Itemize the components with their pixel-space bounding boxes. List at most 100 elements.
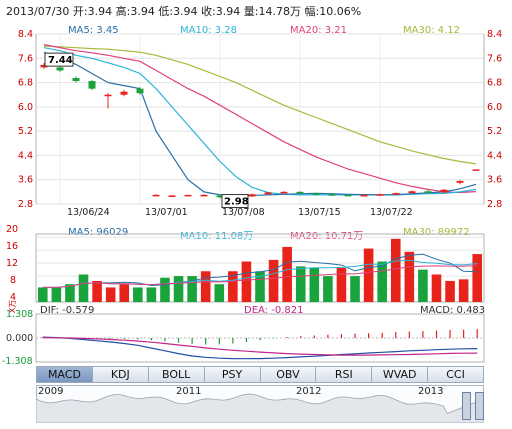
volume-bar: [133, 287, 143, 302]
tab-macd[interactable]: MACD: [37, 367, 93, 382]
macd-dif-line: [42, 336, 478, 360]
price-ma5-legend: MA5: 3.45: [68, 25, 119, 36]
tab-obv[interactable]: OBV: [260, 367, 317, 382]
close-value: 3.94: [215, 5, 241, 18]
volume-bar: [38, 287, 48, 302]
navigator-sparkline: [36, 393, 484, 423]
price-ma10-line: [43, 47, 477, 196]
tab-wvad[interactable]: WVAD: [372, 367, 429, 382]
volume-bar: [309, 268, 320, 302]
vol-ma5-legend: MA5: 96029: [68, 227, 129, 238]
vol-ma30-legend: MA30: 89972: [403, 227, 470, 238]
macd-dif-legend: DIF: -0.579: [40, 305, 95, 316]
macd-ytick-neg: -1.308: [2, 356, 33, 367]
candle-body: [136, 88, 144, 94]
price-ytick-left: 5.2: [18, 126, 33, 137]
year-2012: 2012: [296, 386, 322, 397]
xtick-0715: 13/07/15: [298, 207, 341, 218]
price-ytick-right: 6.8: [487, 78, 502, 89]
price-ytick-left: 2.8: [18, 199, 33, 210]
low-label: 低:: [158, 5, 174, 18]
price-ytick-right: 2.8: [487, 199, 502, 210]
candle-body: [376, 194, 384, 196]
xtick-0722: 13/07/22: [370, 207, 413, 218]
range-handle-right[interactable]: [475, 392, 484, 420]
xtick-0708: 13/07/08: [222, 207, 265, 218]
volume-bar: [268, 259, 279, 302]
candle-body: [360, 194, 368, 197]
macd-value-legend: MACD: 0.483: [420, 305, 486, 316]
min-marker-box: [221, 194, 249, 209]
candle-body: [168, 195, 176, 197]
volume-bar: [160, 277, 170, 302]
volume-bar: [363, 248, 374, 302]
close-label: 收:: [201, 5, 216, 18]
max-marker: 7.44: [48, 55, 73, 66]
candle-body: [72, 78, 80, 82]
range-handle-left[interactable]: [462, 392, 471, 420]
candle-body: [184, 194, 192, 197]
tab-rsi[interactable]: RSI: [316, 367, 373, 382]
volume-bar: [323, 276, 333, 302]
price-ma20-line: [43, 44, 477, 194]
volume-bar: [458, 279, 469, 302]
price-ma5-line: [43, 51, 477, 197]
price-ma30-line: [43, 45, 477, 165]
low-value: 3.94: [173, 5, 198, 18]
vol-ytick-8: 8: [10, 275, 17, 286]
volume-bar: [146, 287, 157, 302]
price-ma30-legend: MA30: 4.12: [403, 25, 461, 36]
candle-body: [440, 189, 448, 193]
volume-bar: [92, 280, 102, 302]
tab-boll[interactable]: BOLL: [148, 367, 205, 382]
candle-body: [392, 193, 400, 195]
volume-bar: [295, 266, 306, 302]
candle-body: [200, 194, 208, 197]
year-2009: 2009: [38, 386, 64, 397]
price-ytick-right: 6.0: [487, 102, 502, 113]
price-ytick-right: 8.4: [487, 29, 502, 40]
open-value: 3.94: [87, 5, 113, 18]
vol-ma10-legend: MA10: 11.08万: [180, 231, 254, 242]
xtick-0624: 13/06/24: [67, 207, 110, 218]
volume-label: 量:: [243, 5, 259, 18]
vol-ytick-20: 20: [6, 224, 19, 235]
price-ytick-right: 5.2: [487, 126, 502, 137]
volume-bar: [350, 276, 360, 302]
volume-bar: [241, 261, 252, 302]
candle-body: [424, 191, 432, 193]
candle-body: [328, 194, 336, 196]
change-label: 幅:: [304, 5, 320, 18]
price-ytick-left: 6.0: [18, 102, 33, 113]
price-frame: [35, 33, 485, 205]
volume-value: 14.78万: [258, 5, 302, 18]
volume-bar: [187, 276, 197, 302]
volume-bar: [200, 271, 211, 302]
volume-bar: [78, 274, 89, 302]
price-ytick-right: 3.6: [487, 175, 502, 186]
vol-ytick-12: 12: [6, 258, 19, 269]
quote-date: 2013/07/30: [6, 5, 70, 18]
macd-ytick-zero: 0.000: [6, 333, 34, 344]
candle-body: [264, 192, 272, 195]
tab-kdj[interactable]: KDJ: [92, 367, 149, 382]
volume-bar: [173, 276, 184, 302]
candle-body: [56, 67, 64, 71]
candle-body: [296, 191, 304, 194]
candle-body: [408, 191, 416, 194]
xtick-0701: 13/07/01: [145, 207, 188, 218]
candle-body: [280, 191, 288, 194]
volume-bar: [472, 254, 482, 302]
candle-body: [312, 193, 320, 195]
quote-header: 2013/07/30 开:3.94 高:3.94 低:3.94 收:3.94 量…: [6, 3, 361, 19]
volume-bar: [255, 271, 265, 302]
volume-bar: [390, 238, 401, 302]
candle-body: [248, 194, 256, 197]
price-ytick-left: 6.8: [18, 78, 33, 89]
tab-cci[interactable]: CCI: [428, 367, 483, 382]
tab-psy[interactable]: PSY: [204, 367, 261, 382]
price-ma10-legend: MA10: 3.28: [180, 25, 238, 36]
open-label: 开:: [72, 5, 88, 18]
vol-ytick-4: 4: [10, 292, 17, 303]
